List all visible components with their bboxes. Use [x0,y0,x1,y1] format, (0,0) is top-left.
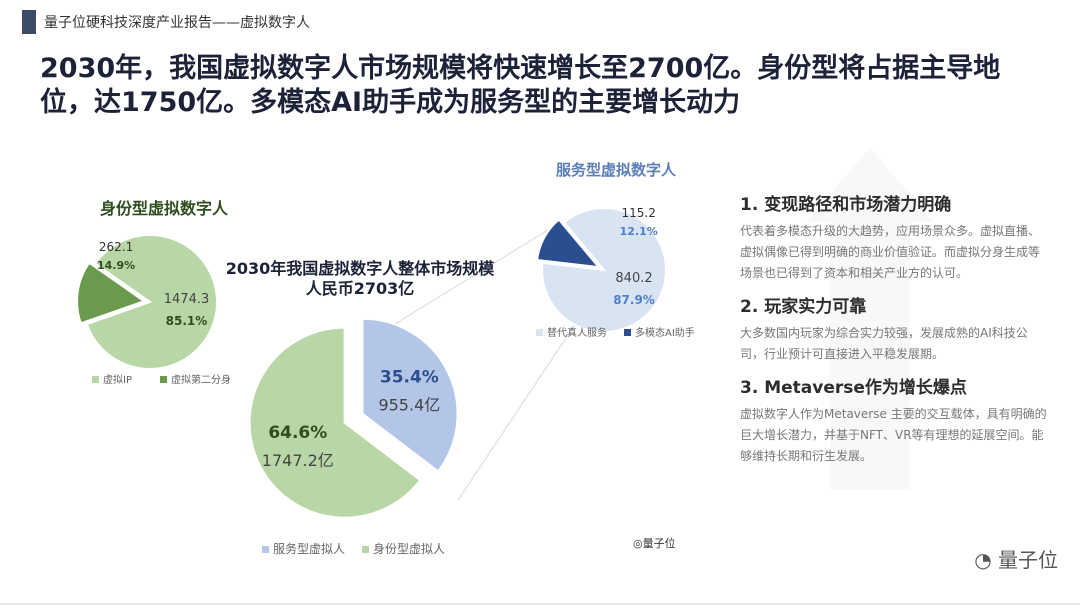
data-label-percent: 35.4% [380,368,439,388]
data-label-value: 955.4亿 [378,396,440,415]
pie-slice [85,234,218,370]
legend-swatch [92,376,99,383]
legend-label: 虚拟第二分身 [171,373,231,386]
legend-swatch [362,546,369,553]
background-arrow [806,148,934,490]
data-label-percent: 12.1% [620,225,658,238]
section-2-heading: 2. 玩家实力可靠 [740,297,867,317]
legend-label: 身份型虚拟人 [373,541,445,556]
wechat-icon: ◔ [974,548,992,572]
section-3-text: 虚拟数字人作为Metaverse 主要的交互载体，具有明确的巨大增长潜力，并基于… [740,407,1047,463]
legend-swatch [624,329,631,336]
legend-label: 虚拟IP [103,373,132,386]
pie-slice [536,218,602,269]
data-label-percent: 64.6% [268,423,327,443]
data-label-value: 262.1 [99,240,133,254]
data-label-percent: 85.1% [166,314,208,328]
data-label-value: 1474.3 [164,292,210,307]
report-header: 量子位硬科技深度产业报告——虚拟数字人 [44,15,310,31]
data-label-percent: 14.9% [97,259,135,272]
legend-label: 替代真人服务 [547,326,607,339]
connector-line [457,319,579,501]
section-3-heading: 3. Metaverse作为增长爆点 [740,378,967,398]
legend-label: 多模态AI助手 [635,326,695,339]
watermark: ◔ 量子位 [974,548,1058,572]
insight-panel: 1. 变现路径和市场潜力明确 代表着多模态升级的大趋势，应用场景众多。虚拟直播、… [740,190,1050,475]
small-logo: ◎量子位 [633,537,676,550]
legend-label: 服务型虚拟人 [273,541,345,556]
pie-slice [541,207,667,333]
data-label-value: 115.2 [622,206,656,220]
chart-title: 身份型虚拟数字人 [100,199,229,218]
chart-title: 服务型虚拟数字人 [556,161,677,179]
bottom-divider [0,603,1080,605]
header-accent-bar [22,10,36,34]
legend-swatch [160,376,167,383]
section-1-heading: 1. 变现路径和市场潜力明确 [740,195,952,215]
section-2-text: 大多数国内玩家为综合实力较强，发展成熟的AI科技公司，行业预计可直接进入平稳发展… [740,326,1028,361]
data-label-percent: 87.9% [613,293,655,307]
chart-title: 2030年我国虚拟数字人整体市场规模 [226,259,496,278]
legend-swatch [536,329,543,336]
chart-title: 人民币2703亿 [306,279,415,298]
page-title: 2030年，我国虚拟数字人市场规模将快速增长至2700亿。身份型将占据主导地位，… [40,53,1001,118]
data-label-value: 1747.2亿 [262,451,334,470]
pie-slice [76,261,147,325]
pie-slice [248,326,422,519]
data-label-value: 840.2 [615,271,652,286]
pie-slice [361,317,459,473]
legend-swatch [262,546,269,553]
section-1-text: 代表着多模态升级的大趋势，应用场景众多。虚拟直播、虚拟偶像已得到明确的商业价值验… [740,224,1041,280]
